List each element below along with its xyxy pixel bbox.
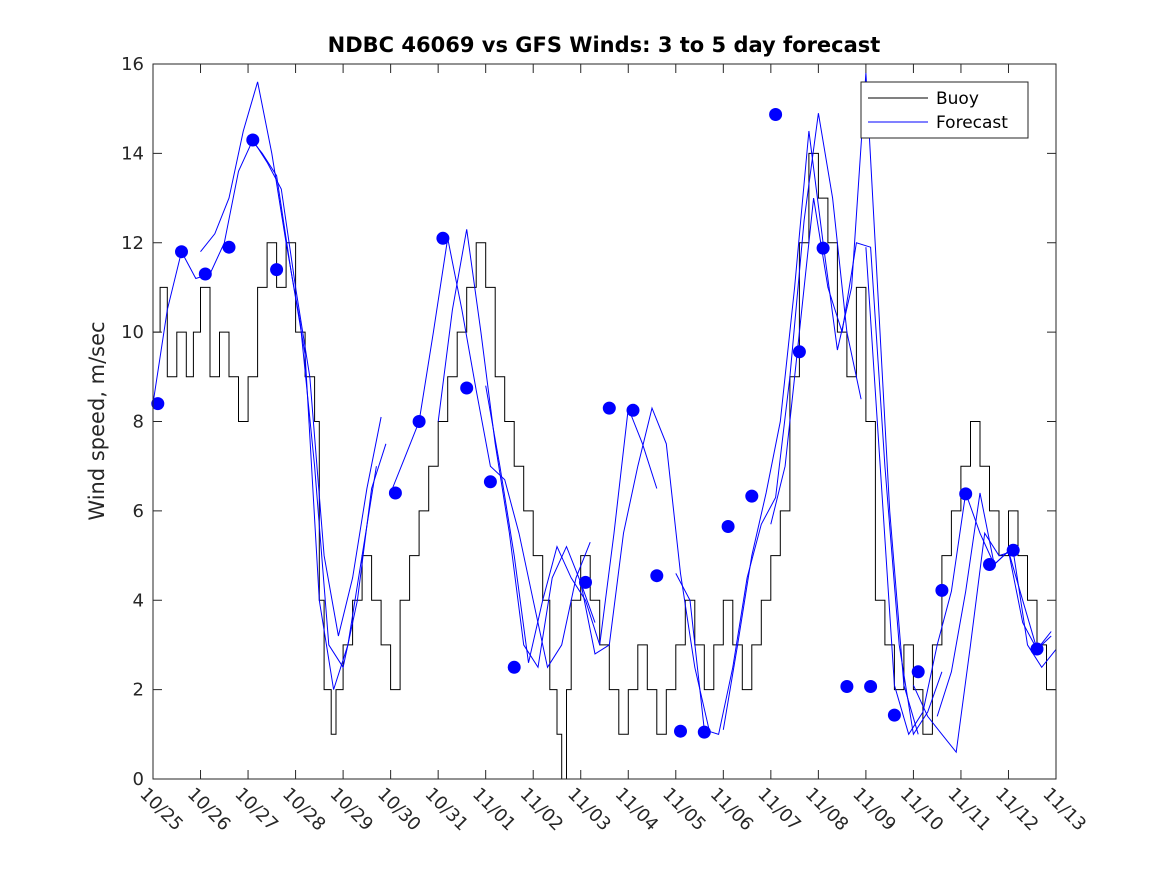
- forecast-marker-2: [198, 267, 212, 281]
- legend: Buoy Forecast: [860, 81, 1029, 139]
- forecast-marker-4: [246, 133, 260, 147]
- forecast-marker-29: [983, 558, 996, 571]
- forecast-line-9: [770, 198, 943, 736]
- legend-label-buoy: Buoy: [936, 89, 979, 109]
- plot-area: [151, 63, 1057, 780]
- forecast-marker-0: [151, 397, 165, 411]
- forecast-marker-15: [650, 569, 664, 583]
- forecast-marker-27: [935, 583, 949, 597]
- y-tick-label-0: 0: [133, 769, 144, 790]
- forecast-marker-16: [674, 724, 687, 738]
- y-tick-label-16: 16: [121, 54, 144, 75]
- forecast-line-4: [437, 229, 596, 669]
- forecast-marker-11: [507, 660, 521, 674]
- forecast-marker-12: [579, 575, 592, 589]
- forecast-marker-26: [911, 665, 925, 679]
- y-tick-label-10: 10: [121, 322, 144, 343]
- plot-background: [153, 64, 1056, 779]
- forecast-marker-17: [697, 725, 711, 739]
- forecast-marker-30: [1006, 543, 1020, 557]
- forecast-marker-31: [1030, 642, 1044, 656]
- forecast-line-6: [580, 406, 710, 730]
- forecast-marker-8: [436, 231, 450, 245]
- forecast-marker-6: [388, 486, 402, 500]
- forecast-marker-25: [887, 708, 901, 722]
- y-axis: 0 2 4 6 8 10 12 14 16: [121, 54, 1056, 790]
- forecast-marker-19: [745, 489, 759, 503]
- forecast-marker-24: [864, 680, 878, 693]
- forecast-line-2: [247, 135, 377, 690]
- y-tick-label-12: 12: [121, 233, 144, 254]
- forecast-marker-20: [769, 108, 783, 121]
- legend-box: [860, 81, 1029, 139]
- forecast-line-0: [152, 138, 382, 637]
- forecast-marker-23: [840, 680, 854, 693]
- y-tick-label-14: 14: [121, 143, 144, 164]
- legend-label-forecast: Forecast: [936, 113, 1008, 133]
- forecast-line-10: [865, 247, 1052, 736]
- forecast-marker-3: [222, 240, 236, 254]
- forecast-marker-28: [959, 487, 973, 501]
- forecast-marker-22: [816, 241, 830, 255]
- forecast-marker-1: [175, 245, 188, 259]
- forecast-marker-14: [626, 403, 640, 417]
- forecast-marker-10: [483, 475, 497, 489]
- y-tick-label-4: 4: [133, 590, 144, 611]
- forecast-marker-21: [792, 345, 806, 359]
- forecast-marker-9: [460, 381, 474, 395]
- y-axis-label: Wind speed, m/sec: [85, 321, 109, 520]
- chart-title: NDBC 46069 vs GFS Winds: 3 to 5 day fore…: [328, 33, 881, 57]
- forecast-marker-13: [602, 401, 616, 415]
- forecast-marker-7: [412, 415, 426, 428]
- y-tick-label-2: 2: [133, 680, 144, 701]
- forecast-marker-18: [721, 520, 735, 533]
- forecast-line-3: [390, 238, 591, 669]
- y-tick-label-8: 8: [133, 412, 144, 433]
- forecast-markers: [151, 108, 1044, 739]
- y-tick-label-6: 6: [133, 501, 144, 522]
- forecast-marker-5: [270, 263, 284, 277]
